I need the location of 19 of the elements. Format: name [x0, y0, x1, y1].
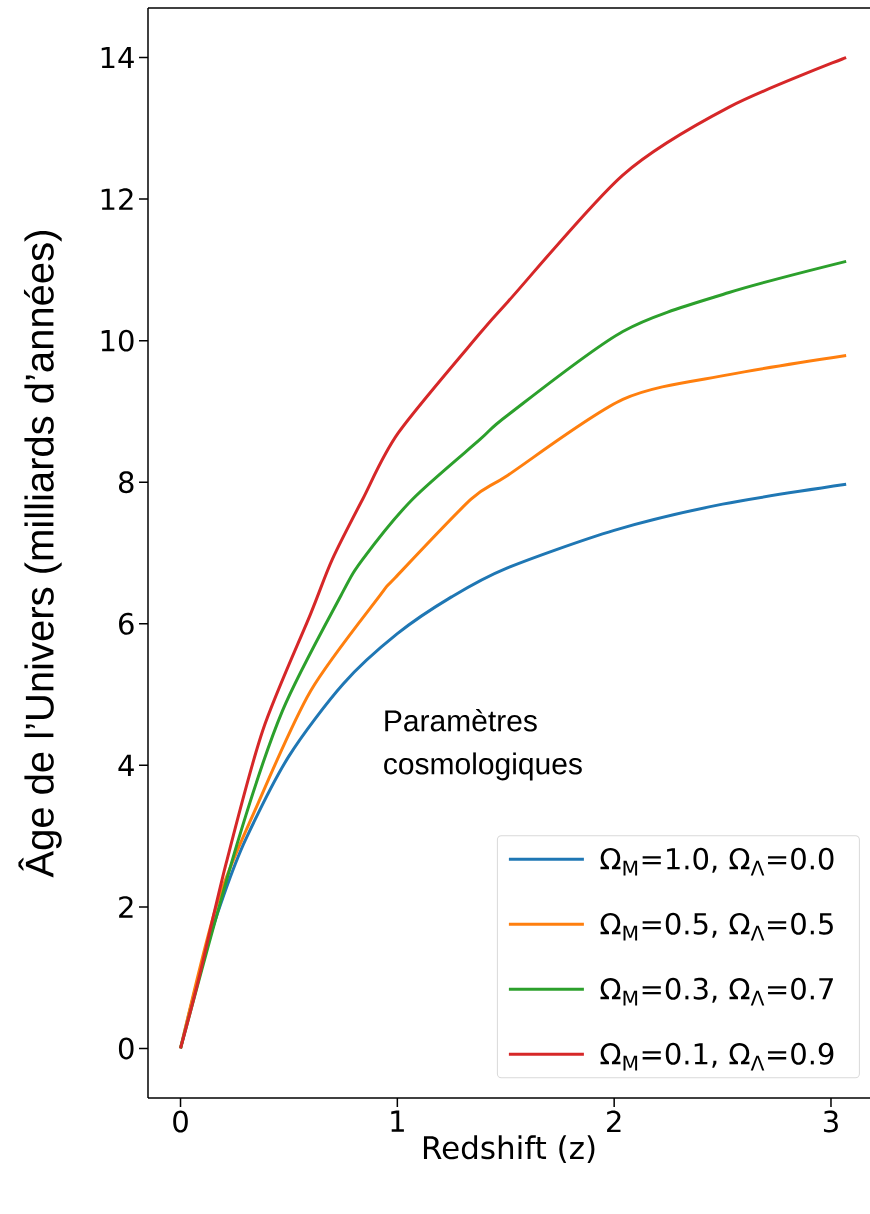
x-tick-label: 1	[391, 1110, 404, 1132]
y-tick-label: 8	[118, 471, 134, 494]
legend-label: Ω$_{M}$=0.5, Ω$_{Λ}$=0.5	[600, 912, 833, 941]
x-tick-label: 2	[607, 1110, 621, 1133]
legend-label: Ω$_{M}$=0.3, Ω$_{Λ}$=0.7	[600, 977, 833, 1006]
x-tick-label: 3	[823, 1110, 838, 1133]
y-tick-label: 0	[118, 1037, 134, 1060]
legend-label: Ω$_{M}$=1.0, Ω$_{Λ}$=0.0	[600, 847, 834, 876]
y-tick-label: 2	[119, 896, 133, 918]
y-tick-label: 10	[101, 329, 134, 352]
y-tick-label: 14	[101, 46, 134, 69]
legend-label: Ω$_{M}$=0.1, Ω$_{Λ}$=0.9	[600, 1042, 834, 1071]
x-tick-label: 0	[173, 1110, 188, 1133]
y-tick-label: 6	[119, 612, 134, 635]
x-axis-title: Redshift (z)	[423, 1135, 595, 1163]
y-tick-label: 4	[118, 754, 134, 776]
legend-title: Paramètres cosmologiques	[384, 709, 582, 781]
y-axis-title: Âge de l’Univers (milliards d’années)	[18, 231, 62, 878]
y-tick-label: 12	[101, 188, 133, 210]
